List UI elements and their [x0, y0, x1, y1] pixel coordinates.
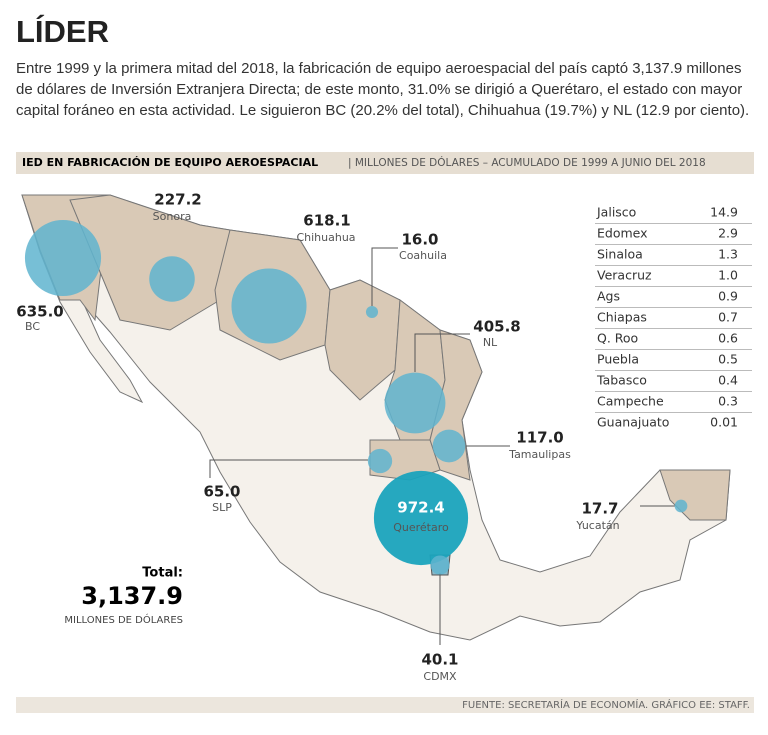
table-value: 0.01	[710, 415, 738, 430]
bubble	[365, 305, 379, 319]
table-state: Campeche	[597, 394, 664, 409]
source-band	[16, 697, 754, 713]
table-value: 0.4	[718, 373, 738, 388]
state-coahuila	[324, 279, 401, 401]
table-value: 0.9	[718, 289, 738, 304]
bubble-value: 117.0	[516, 429, 563, 447]
bubble	[231, 268, 307, 344]
table-value: 1.0	[718, 268, 738, 283]
bubble	[24, 219, 102, 297]
bubble-value: 40.1	[421, 651, 458, 669]
bubble-value: 17.7	[581, 500, 618, 518]
source: FUENTE: SECRETARÍA DE ECONOMÍA. GRÁFICO …	[462, 698, 750, 711]
table-value: 0.3	[718, 394, 738, 409]
leader-line	[209, 459, 368, 478]
table-state: Chiapas	[597, 310, 647, 325]
bubble	[373, 470, 469, 566]
bubble-value: 65.0	[203, 483, 240, 501]
table-value: 1.3	[718, 247, 738, 262]
leader-line	[414, 333, 470, 372]
table-value: 14.9	[710, 205, 738, 220]
table-state: Ags	[597, 289, 620, 304]
bubble-label: Coahuila	[399, 249, 447, 262]
subtitle: IED EN FABRICACIÓN DE EQUIPO AEROESPACIA…	[22, 156, 318, 169]
table-state: Sinaloa	[597, 247, 643, 262]
bubble	[674, 499, 688, 513]
total-label: Total:	[142, 566, 183, 581]
leader-lines	[209, 247, 675, 645]
bubble-value: 635.0	[16, 303, 63, 321]
bubble-value: 972.4	[397, 499, 444, 517]
bubble-label: CDMX	[423, 670, 457, 683]
total-unit: MILLONES DE DÓLARES	[64, 613, 183, 626]
table-state: Puebla	[597, 352, 639, 367]
subtitle-detail: | MILLONES DE DÓLARES – ACUMULADO DE 199…	[348, 156, 706, 169]
subtitle-band	[16, 152, 754, 174]
bubble-label: Chihuahua	[296, 231, 355, 244]
bubble-value: 405.8	[473, 318, 520, 336]
bubble-label: Sonora	[153, 210, 192, 223]
table-state: Edomex	[597, 226, 648, 241]
bubble-label: NL	[483, 336, 498, 349]
title: LÍDER	[16, 14, 109, 49]
bubble-label: Tamaulipas	[508, 448, 571, 461]
table-state: Veracruz	[597, 268, 652, 283]
bubble	[430, 555, 450, 575]
table-state: Tabasco	[596, 373, 647, 388]
total-value: 3,137.9	[81, 582, 183, 610]
bubble-value: 227.2	[154, 191, 201, 209]
bubble-value: 16.0	[401, 231, 438, 249]
body-text: Entre 1999 y la primera mitad del 2018, …	[16, 60, 750, 119]
bubble	[384, 372, 446, 434]
bubble-label: BC	[25, 320, 40, 333]
bubble-label: SLP	[212, 501, 232, 514]
bubble-label: Yucatán	[575, 519, 619, 532]
table-state: Jalisco	[596, 205, 636, 220]
bubble-label: Querétaro	[393, 521, 449, 534]
bubble	[432, 429, 466, 463]
table-state: Guanajuato	[597, 415, 669, 430]
table-value: 0.7	[718, 310, 738, 325]
bubble	[149, 256, 195, 302]
table-value: 0.6	[718, 331, 738, 346]
table-value: 0.5	[718, 352, 738, 367]
table-state: Q. Roo	[597, 331, 638, 346]
bubble-value: 618.1	[303, 212, 350, 230]
table-value: 2.9	[718, 226, 738, 241]
bubble	[367, 448, 393, 474]
leader-line	[371, 247, 398, 306]
